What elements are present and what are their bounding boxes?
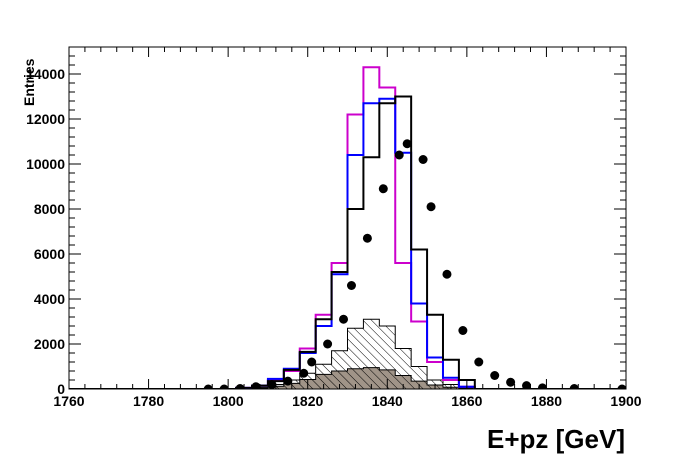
x-tick-label: 1800	[213, 393, 244, 409]
y-tick-label: 6000	[34, 246, 65, 262]
data-point	[394, 150, 404, 160]
data-point	[418, 155, 428, 164]
x-tick-label: 1900	[610, 393, 641, 409]
data-point	[219, 384, 229, 389]
x-tick-label: 1840	[372, 393, 403, 409]
data-point	[458, 326, 468, 335]
y-tick-label: 8000	[34, 201, 65, 217]
data-point	[537, 383, 547, 389]
data-point	[299, 368, 309, 378]
data-point	[569, 384, 579, 389]
data-points-layer	[203, 139, 626, 389]
data-point	[235, 384, 245, 389]
data-point	[251, 382, 261, 389]
x-tick-label: 1780	[133, 393, 164, 409]
x-tick-label: 1860	[451, 393, 482, 409]
data-point	[506, 377, 516, 387]
data-point	[522, 381, 532, 389]
data-point	[346, 281, 356, 290]
axes-layer: 1760 1780 1800 1820 1840 1860 1880 1900 0 2000 400…	[26, 46, 642, 409]
data-point	[203, 384, 213, 389]
y-axis-label: Entries	[21, 58, 37, 106]
data-point	[283, 376, 293, 386]
data-point	[474, 357, 484, 367]
y-tick-label: 2000	[34, 336, 65, 352]
data-point	[490, 371, 500, 380]
y-tick-label: 10000	[26, 156, 65, 172]
data-point	[378, 184, 388, 194]
x-axis-label: E+pz [GeV]	[487, 424, 625, 454]
y-tick-label: 0	[57, 381, 65, 397]
data-point	[323, 339, 333, 349]
x-tick-label: 1880	[531, 393, 562, 409]
y-tick-label: 14000	[26, 66, 65, 82]
data-point	[339, 314, 349, 324]
data-point	[402, 139, 412, 149]
x-tick-label: 1820	[292, 393, 323, 409]
data-point	[362, 233, 372, 243]
data-point	[426, 202, 436, 212]
data-point	[617, 384, 626, 389]
x-tick-label: 1760	[53, 393, 84, 409]
y-tick-label: 4000	[34, 291, 65, 307]
data-point	[267, 380, 277, 389]
y-tick-label: 12000	[26, 111, 65, 127]
data-point	[307, 357, 317, 367]
data-point	[442, 269, 452, 279]
